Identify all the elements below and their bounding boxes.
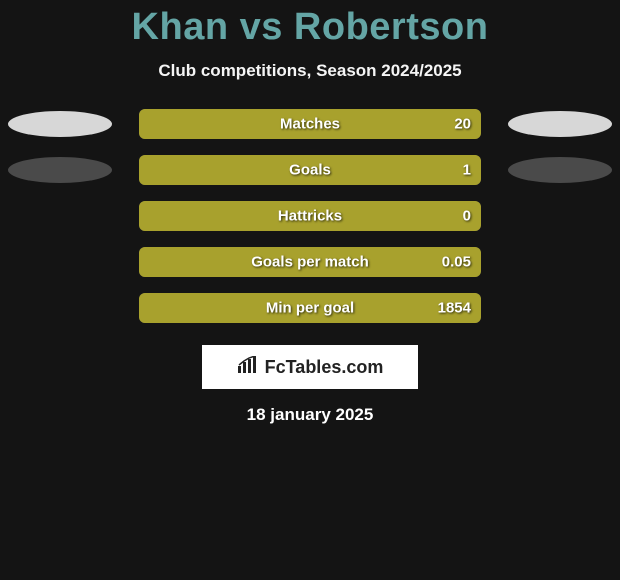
stat-row: Goals 1	[0, 155, 620, 185]
stat-label: Matches	[280, 116, 340, 133]
stat-row: Matches 20	[0, 109, 620, 139]
chart-icon	[237, 356, 259, 379]
stat-bar: Goals per match 0.05	[139, 247, 481, 277]
player2-marker	[508, 111, 612, 137]
stat-row: Min per goal 1854	[0, 293, 620, 323]
player2-value: 1854	[438, 300, 471, 317]
comparison-title: Khan vs Robertson	[0, 0, 620, 49]
logo-text: FcTables.com	[265, 357, 384, 378]
player2-marker	[508, 157, 612, 183]
stat-bar: Hattricks 0	[139, 201, 481, 231]
stats-container: Matches 20 Goals 1 Hattricks 0 Goals per match…	[0, 109, 620, 323]
stat-row: Hattricks 0	[0, 201, 620, 231]
player2-value: 20	[454, 116, 471, 133]
stat-label: Min per goal	[266, 300, 354, 317]
player2-value: 0.05	[442, 254, 471, 271]
player2-value: 1	[463, 162, 471, 179]
snapshot-date: 18 january 2025	[0, 405, 620, 425]
stat-label: Goals per match	[251, 254, 369, 271]
player1-marker	[8, 157, 112, 183]
stat-bar: Matches 20	[139, 109, 481, 139]
player1-marker	[8, 111, 112, 137]
player2-value: 0	[463, 208, 471, 225]
comparison-subtitle: Club competitions, Season 2024/2025	[0, 61, 620, 81]
stat-label: Hattricks	[278, 208, 342, 225]
stat-bar: Goals 1	[139, 155, 481, 185]
stat-row: Goals per match 0.05	[0, 247, 620, 277]
stat-label: Goals	[289, 162, 331, 179]
stat-bar: Min per goal 1854	[139, 293, 481, 323]
source-logo: FcTables.com	[202, 345, 418, 389]
